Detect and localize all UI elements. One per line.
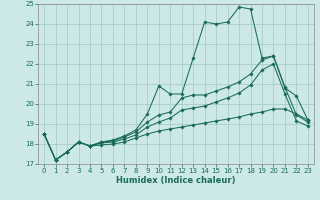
X-axis label: Humidex (Indice chaleur): Humidex (Indice chaleur) <box>116 176 236 185</box>
